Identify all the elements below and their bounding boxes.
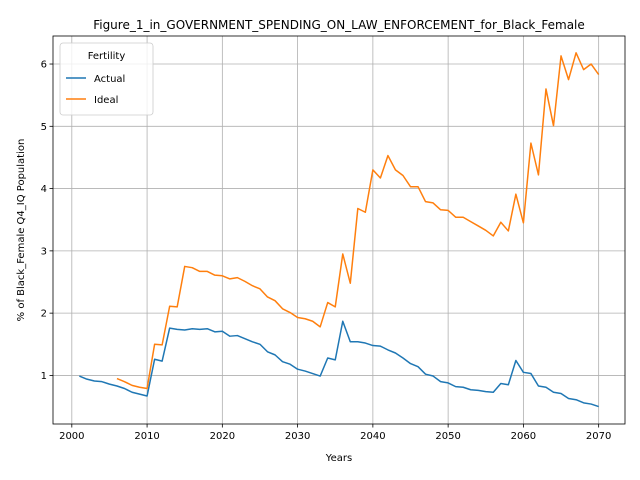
y-tick-label: 6	[41, 60, 47, 71]
x-tick-label: 2040	[360, 431, 385, 442]
x-tick-label: 2010	[134, 431, 159, 442]
legend-label-actual: Actual	[94, 74, 125, 85]
y-tick-label: 4	[41, 184, 47, 195]
ticks: 2000 2010 2020 2030 2040 2050 2060 2070 1 2 3 4 5 6	[41, 60, 612, 442]
y-tick-label: 2	[41, 309, 47, 320]
chart-title: Figure_1_in_GOVERNMENT_SPENDING_ON_LAW_E…	[93, 18, 585, 32]
legend-title: Fertility	[88, 51, 126, 62]
x-axis-label: Years	[325, 453, 352, 464]
x-tick-label: 2060	[511, 431, 536, 442]
x-tick-label: 2020	[210, 431, 235, 442]
series-layer	[79, 52, 600, 408]
series-line-ideal	[116, 52, 600, 390]
y-tick-label: 5	[41, 122, 47, 133]
plot-frame	[52, 35, 626, 425]
x-tick-label: 2030	[285, 431, 310, 442]
x-tick-label: 2070	[586, 431, 611, 442]
y-tick-label: 3	[41, 246, 47, 257]
grid	[53, 36, 625, 424]
x-tick-label: 2050	[435, 431, 460, 442]
x-tick-label: 2000	[59, 431, 84, 442]
y-axis-label: % of Black_Female Q4_IQ Population	[16, 139, 27, 322]
legend: Fertility Actual Ideal	[59, 42, 154, 116]
legend-label-ideal: Ideal	[94, 95, 118, 106]
legend-box	[59, 42, 154, 116]
y-tick-label: 1	[41, 371, 47, 382]
series-line-actual	[79, 320, 599, 408]
